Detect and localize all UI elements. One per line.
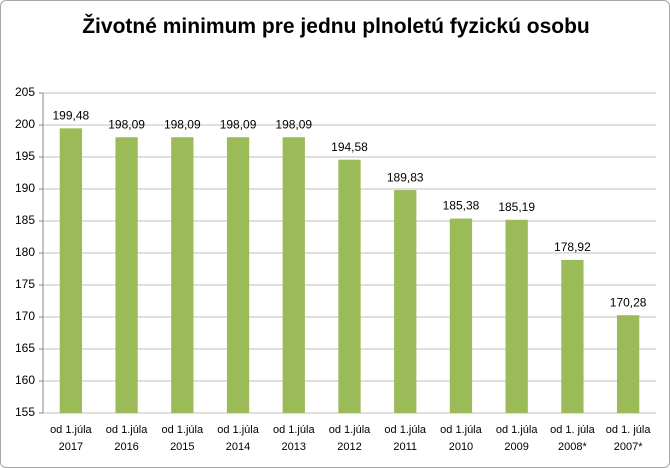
bar [561, 259, 584, 413]
y-tick-label: 185 [15, 213, 35, 227]
x-tick-label: od 1. júla 2008* [550, 424, 595, 453]
x-tick-label: od 1.júla 2009 [495, 424, 538, 453]
bar [115, 137, 138, 413]
bar [338, 159, 361, 413]
value-label: 199,48 [53, 108, 90, 122]
y-tick-label: 155 [15, 405, 35, 419]
value-label: 189,83 [387, 170, 424, 184]
y-tick-label: 165 [15, 341, 35, 355]
y-tick-label: 175 [15, 277, 35, 291]
bar [226, 137, 250, 413]
y-tick-label: 205 [15, 85, 35, 99]
x-tick-label: od 1.júla 2013 [272, 424, 315, 453]
bar [59, 128, 83, 413]
value-label: 198,09 [108, 117, 145, 131]
value-label: 185,38 [443, 199, 480, 213]
bar [449, 218, 473, 413]
value-label: 170,28 [610, 295, 647, 309]
bar [616, 315, 640, 413]
bar [394, 190, 417, 413]
x-tick-label: od 1. júla 2007* [605, 424, 651, 453]
value-label: 194,58 [331, 140, 368, 154]
value-label: 198,09 [220, 117, 257, 131]
y-tick-label: 190 [15, 181, 35, 195]
x-tick-label: od 1.júla 2015 [161, 424, 204, 453]
bar [171, 137, 194, 413]
y-tick-label: 200 [15, 117, 35, 131]
y-tick-label: 170 [15, 309, 35, 323]
x-tick-label: od 1.júla 2014 [217, 424, 259, 453]
y-tick-label: 195 [15, 149, 35, 163]
y-tick-label: 160 [15, 373, 35, 387]
x-tick-label: od 1.júla 2016 [105, 424, 148, 453]
x-tick-label: od 1.júla 2012 [328, 424, 371, 453]
value-label: 178,92 [554, 240, 591, 254]
x-tick-label: od 1.júla 2017 [50, 424, 92, 453]
y-tick-label: 180 [15, 245, 35, 259]
bar [282, 137, 305, 413]
value-label: 198,09 [275, 117, 312, 131]
value-label: 185,19 [498, 200, 535, 214]
value-label: 198,09 [164, 117, 201, 131]
bar [505, 219, 528, 413]
x-tick-label: od 1.júla 2011 [384, 424, 427, 453]
x-tick-label: od 1.júla 2010 [440, 424, 482, 453]
chart-title: Životné minimum pre jednu plnoletú fyzic… [82, 15, 590, 38]
